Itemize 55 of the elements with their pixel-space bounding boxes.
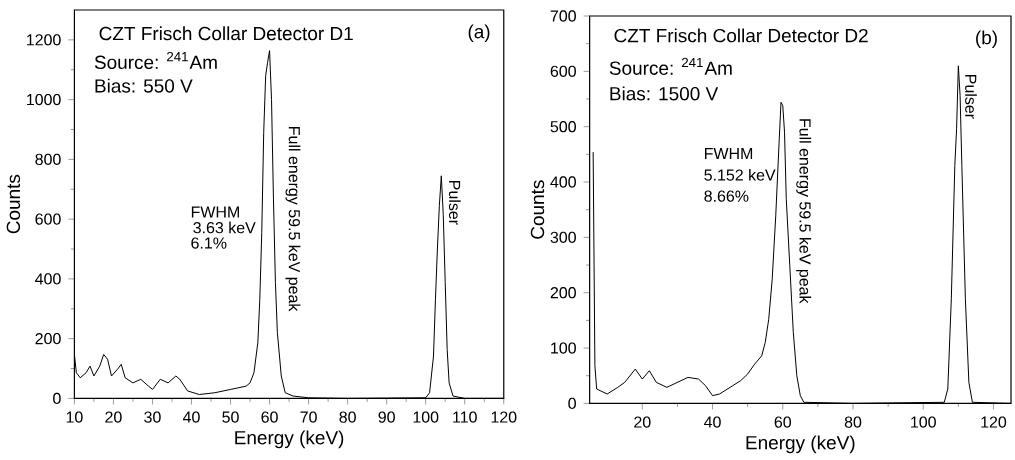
annotation: Source: $^{241}$Am <box>609 57 732 75</box>
y-tick-label: 600 <box>550 65 576 78</box>
x-tick-label: 20 <box>105 411 122 423</box>
x-tick-label: 20 <box>634 416 651 428</box>
text: CZT Frisch Collar Detector D1 <box>99 26 353 41</box>
annotation: FWHM <box>705 148 753 160</box>
x-tick-label: 80 <box>339 411 356 423</box>
y-tick-label: 0 <box>568 397 576 410</box>
x-tick-label: 120 <box>491 411 517 423</box>
y-tick-label: 600 <box>35 213 61 225</box>
x-tick-label: 90 <box>378 411 395 423</box>
y-tick-label: 700 <box>550 10 576 22</box>
y-tick-label: 500 <box>550 121 576 133</box>
x-tick-label: 50 <box>222 411 239 423</box>
y-tick-label: 400 <box>35 273 61 285</box>
annotation: 6.1% <box>191 237 227 249</box>
y-tick-label: 300 <box>550 231 576 244</box>
y-axis-title: Counts <box>6 174 21 234</box>
y-tick-label: 800 <box>35 153 61 166</box>
annotation: Pulser <box>965 75 977 119</box>
annotation: 8.66% <box>704 190 749 202</box>
annotation: Bias: 1500 V <box>610 86 719 101</box>
annotation: 5.152 keV <box>704 169 776 181</box>
annotation: 3.63 keV <box>193 221 256 234</box>
y-tick-label: 100 <box>551 342 576 354</box>
x-tick-label: 60 <box>774 416 792 428</box>
annotation: Full energy 59.5 keV peak <box>285 127 301 312</box>
x-tick-label: 100 <box>413 411 439 423</box>
y-tick-label: 1200 <box>27 34 61 46</box>
x-tick-label: 70 <box>300 411 317 423</box>
annotation: Full energy 59.5 keV peak <box>796 119 812 304</box>
text: CZT Frisch Collar Detector D2 <box>614 28 868 43</box>
x-tick-label: 10 <box>66 411 83 423</box>
annotation: Pulser <box>448 181 461 225</box>
x-tick-label: 30 <box>144 411 161 423</box>
x-tick-label: 120 <box>981 416 1007 428</box>
x-axis-title: Energy (keV) <box>746 435 855 454</box>
x-tick-label: 60 <box>261 411 278 423</box>
y-tick-label: 200 <box>550 287 576 299</box>
annotation: (b) <box>976 30 997 49</box>
annotation: Bias: 550 V <box>95 78 193 93</box>
x-tick-label: 80 <box>844 416 862 428</box>
y-tick-label: 0 <box>53 392 61 405</box>
y-tick-label: 1000 <box>27 94 61 106</box>
y-tick-label: 200 <box>35 333 61 345</box>
annotation: (a) <box>468 24 490 43</box>
x-axis-title: Energy (keV) <box>235 430 344 449</box>
y-axis-title: Counts <box>530 180 545 239</box>
y-tick-label: 400 <box>550 176 576 188</box>
x-tick-label: 40 <box>704 416 721 428</box>
x-tick-label: 110 <box>453 411 477 423</box>
annotation: Source: $^{241}$Am <box>94 52 217 70</box>
x-tick-label: 40 <box>182 411 200 423</box>
annotation: FWHM <box>191 206 239 218</box>
x-tick-label: 100 <box>911 416 936 428</box>
